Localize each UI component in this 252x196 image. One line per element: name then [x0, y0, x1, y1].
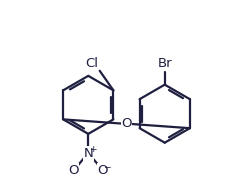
Text: N: N	[83, 147, 93, 160]
Text: O: O	[97, 164, 108, 177]
Text: Br: Br	[157, 57, 171, 70]
Text: O: O	[68, 164, 79, 177]
Text: O: O	[121, 117, 131, 130]
Text: Cl: Cl	[85, 57, 98, 70]
Text: +: +	[88, 145, 96, 154]
Text: −: −	[103, 162, 110, 171]
